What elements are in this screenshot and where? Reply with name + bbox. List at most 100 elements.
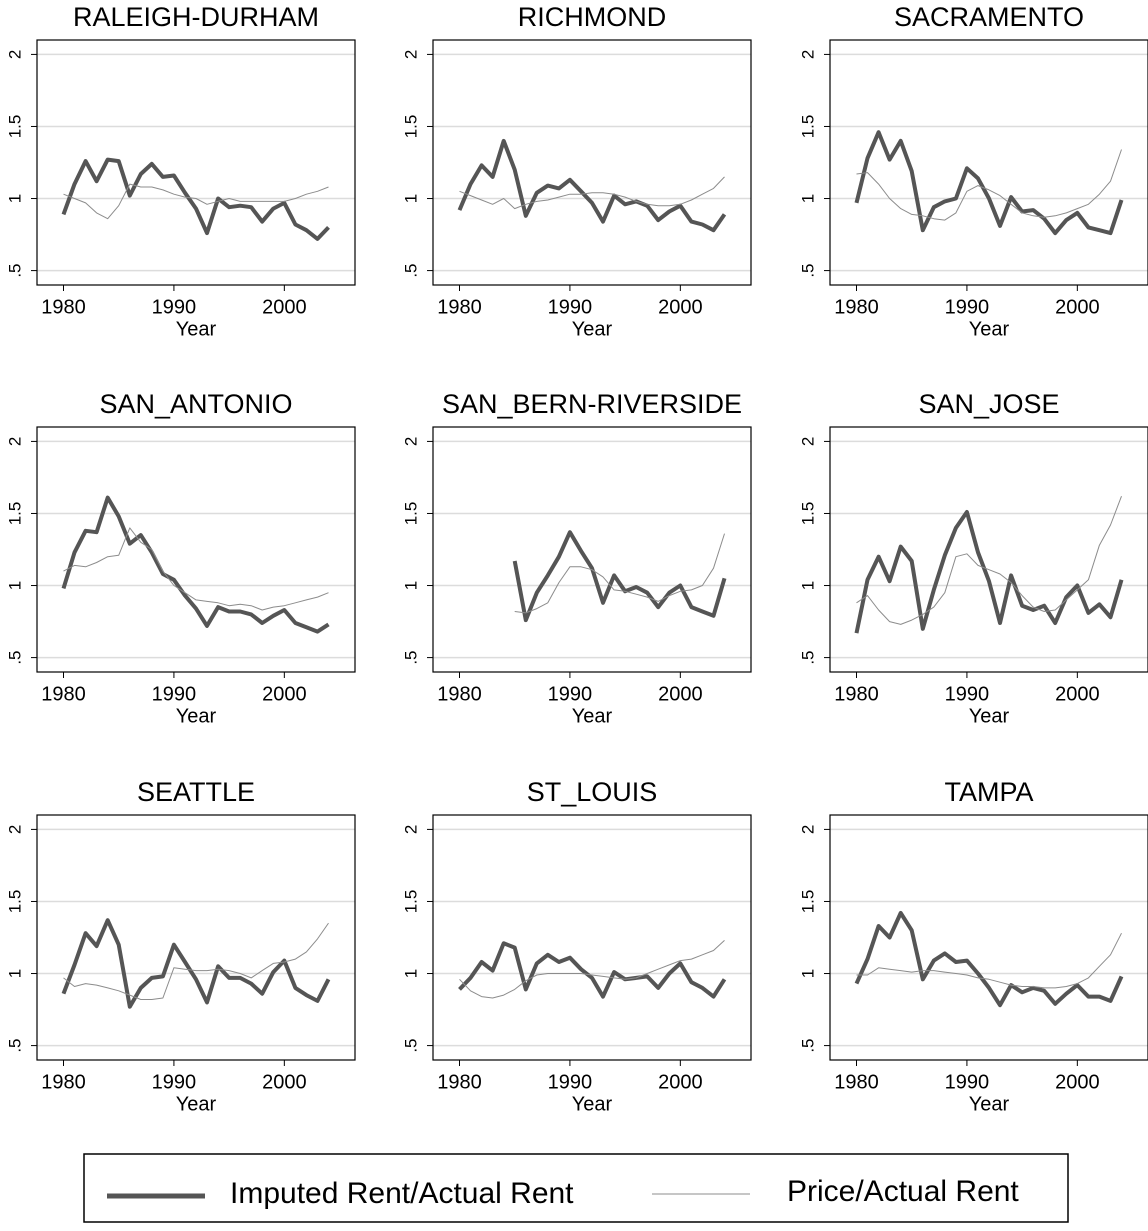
y-tick-label: .5 bbox=[5, 263, 24, 277]
y-tick-label: .5 bbox=[401, 263, 420, 277]
plot-frame bbox=[829, 426, 1148, 673]
series-line bbox=[63, 922, 329, 1000]
x-tick-label: 2000 bbox=[1055, 296, 1100, 318]
x-tick-label: 1990 bbox=[945, 683, 990, 705]
y-tick-label: 1 bbox=[798, 194, 817, 203]
x-tick-label: 1990 bbox=[548, 683, 593, 705]
y-tick-label: 2 bbox=[5, 825, 24, 834]
panel-title: SAN_JOSE bbox=[918, 389, 1059, 419]
series-line bbox=[61, 918, 331, 1009]
y-tick-label: 1 bbox=[5, 194, 24, 203]
legend-label: Imputed Rent/Actual Rent bbox=[230, 1177, 574, 1210]
series-line bbox=[856, 932, 1122, 989]
series-line bbox=[854, 510, 1124, 634]
y-tick-label: 1.5 bbox=[5, 115, 24, 139]
series-line bbox=[512, 530, 727, 623]
y-tick-label: 1.5 bbox=[798, 502, 817, 526]
y-tick-label: .5 bbox=[798, 263, 817, 277]
panel: RALEIGH-DURHAM .5 1 1.5 2 1980 1990 2000 Year bbox=[5, 2, 356, 340]
plot-frame bbox=[36, 39, 356, 286]
y-tick-label: 2 bbox=[401, 825, 420, 834]
y-tick-label: 1 bbox=[401, 969, 420, 978]
y-tick-label: .5 bbox=[798, 650, 817, 664]
x-axis-label: Year bbox=[176, 1093, 217, 1115]
series-line bbox=[61, 157, 330, 241]
x-tick-label: 1980 bbox=[437, 1071, 482, 1093]
x-tick-label: 2000 bbox=[262, 1071, 307, 1093]
y-tick-label: 2 bbox=[401, 437, 420, 446]
y-tick-label: 1.5 bbox=[401, 115, 420, 139]
y-tick-label: 1.5 bbox=[5, 502, 24, 526]
y-tick-label: 2 bbox=[798, 825, 817, 834]
panel: SAN_ANTONIO .5 1 1.5 2 1980 1990 2000 Year bbox=[5, 389, 356, 727]
x-tick-label: 1990 bbox=[152, 1071, 197, 1093]
x-axis-label: Year bbox=[572, 318, 613, 340]
series-line bbox=[514, 533, 725, 614]
legend: Imputed Rent/Actual Rent Price/Actual Ren… bbox=[83, 1153, 1069, 1223]
x-tick-label: 1980 bbox=[41, 683, 86, 705]
y-tick-label: 2 bbox=[5, 50, 24, 59]
series-line bbox=[459, 940, 725, 999]
x-tick-label: 1980 bbox=[834, 296, 879, 318]
y-tick-label: .5 bbox=[5, 1038, 24, 1052]
plot-frame bbox=[432, 426, 752, 673]
plot-frame bbox=[829, 814, 1148, 1061]
series-line bbox=[63, 183, 329, 220]
x-axis-label: Year bbox=[572, 705, 613, 727]
panel-title: SAN_BERN-RIVERSIDE bbox=[442, 389, 742, 419]
x-tick-label: 2000 bbox=[262, 683, 307, 705]
plot-frame bbox=[432, 814, 752, 1061]
y-tick-label: 1 bbox=[798, 581, 817, 590]
x-tick-label: 1990 bbox=[548, 296, 593, 318]
y-tick-label: 1 bbox=[5, 969, 24, 978]
x-tick-label: 1980 bbox=[834, 683, 879, 705]
y-tick-label: 1 bbox=[798, 969, 817, 978]
y-tick-label: 1.5 bbox=[5, 890, 24, 914]
x-tick-label: 2000 bbox=[1055, 1071, 1100, 1093]
panel: SEATTLE .5 1 1.5 2 1980 1990 2000 Year bbox=[5, 777, 356, 1115]
plot-frame bbox=[432, 39, 752, 286]
panel: SACRAMENTO .5 1 1.5 2 1980 1990 2000 Year bbox=[798, 2, 1148, 340]
x-tick-label: 1990 bbox=[548, 1071, 593, 1093]
panel-title: TAMPA bbox=[944, 777, 1033, 807]
series-line bbox=[458, 941, 727, 999]
y-tick-label: .5 bbox=[401, 650, 420, 664]
y-tick-label: 1.5 bbox=[401, 890, 420, 914]
y-tick-label: 1.5 bbox=[798, 890, 817, 914]
y-tick-label: 2 bbox=[798, 50, 817, 59]
series-line bbox=[459, 176, 725, 210]
panel: SAN_BERN-RIVERSIDE .5 1 1.5 2 1980 1990 2000 Yea… bbox=[401, 389, 752, 727]
y-tick-label: .5 bbox=[5, 650, 24, 664]
x-axis-label: Year bbox=[176, 318, 217, 340]
x-tick-label: 2000 bbox=[658, 296, 703, 318]
y-tick-label: 1 bbox=[5, 581, 24, 590]
series-line bbox=[856, 149, 1122, 221]
y-tick-label: 1.5 bbox=[798, 115, 817, 139]
plot-frame bbox=[36, 814, 356, 1061]
x-tick-label: 2000 bbox=[262, 296, 307, 318]
x-tick-label: 2000 bbox=[658, 683, 703, 705]
x-tick-label: 1990 bbox=[945, 1071, 990, 1093]
y-tick-label: .5 bbox=[401, 1038, 420, 1052]
x-axis-label: Year bbox=[969, 705, 1010, 727]
legend-label: Price/Actual Rent bbox=[787, 1175, 1019, 1208]
x-tick-label: 2000 bbox=[658, 1071, 703, 1093]
x-tick-label: 1980 bbox=[41, 296, 86, 318]
x-axis-label: Year bbox=[572, 1093, 613, 1115]
panel-title: SACRAMENTO bbox=[894, 2, 1084, 32]
x-tick-label: 1980 bbox=[437, 683, 482, 705]
y-tick-label: 1 bbox=[401, 581, 420, 590]
panel: SAN_JOSE .5 1 1.5 2 1980 1990 2000 Year bbox=[798, 389, 1148, 727]
panel: TAMPA .5 1 1.5 2 1980 1990 2000 Year bbox=[798, 777, 1148, 1115]
x-tick-label: 2000 bbox=[1055, 683, 1100, 705]
y-tick-label: 1.5 bbox=[401, 502, 420, 526]
series-line bbox=[61, 495, 330, 634]
panel-title: RALEIGH-DURHAM bbox=[73, 2, 319, 32]
series-line bbox=[63, 527, 329, 611]
legend-box bbox=[83, 1153, 1069, 1223]
x-axis-label: Year bbox=[969, 1093, 1010, 1115]
x-tick-label: 1990 bbox=[152, 683, 197, 705]
series-line bbox=[854, 911, 1124, 1008]
y-tick-label: .5 bbox=[798, 1038, 817, 1052]
